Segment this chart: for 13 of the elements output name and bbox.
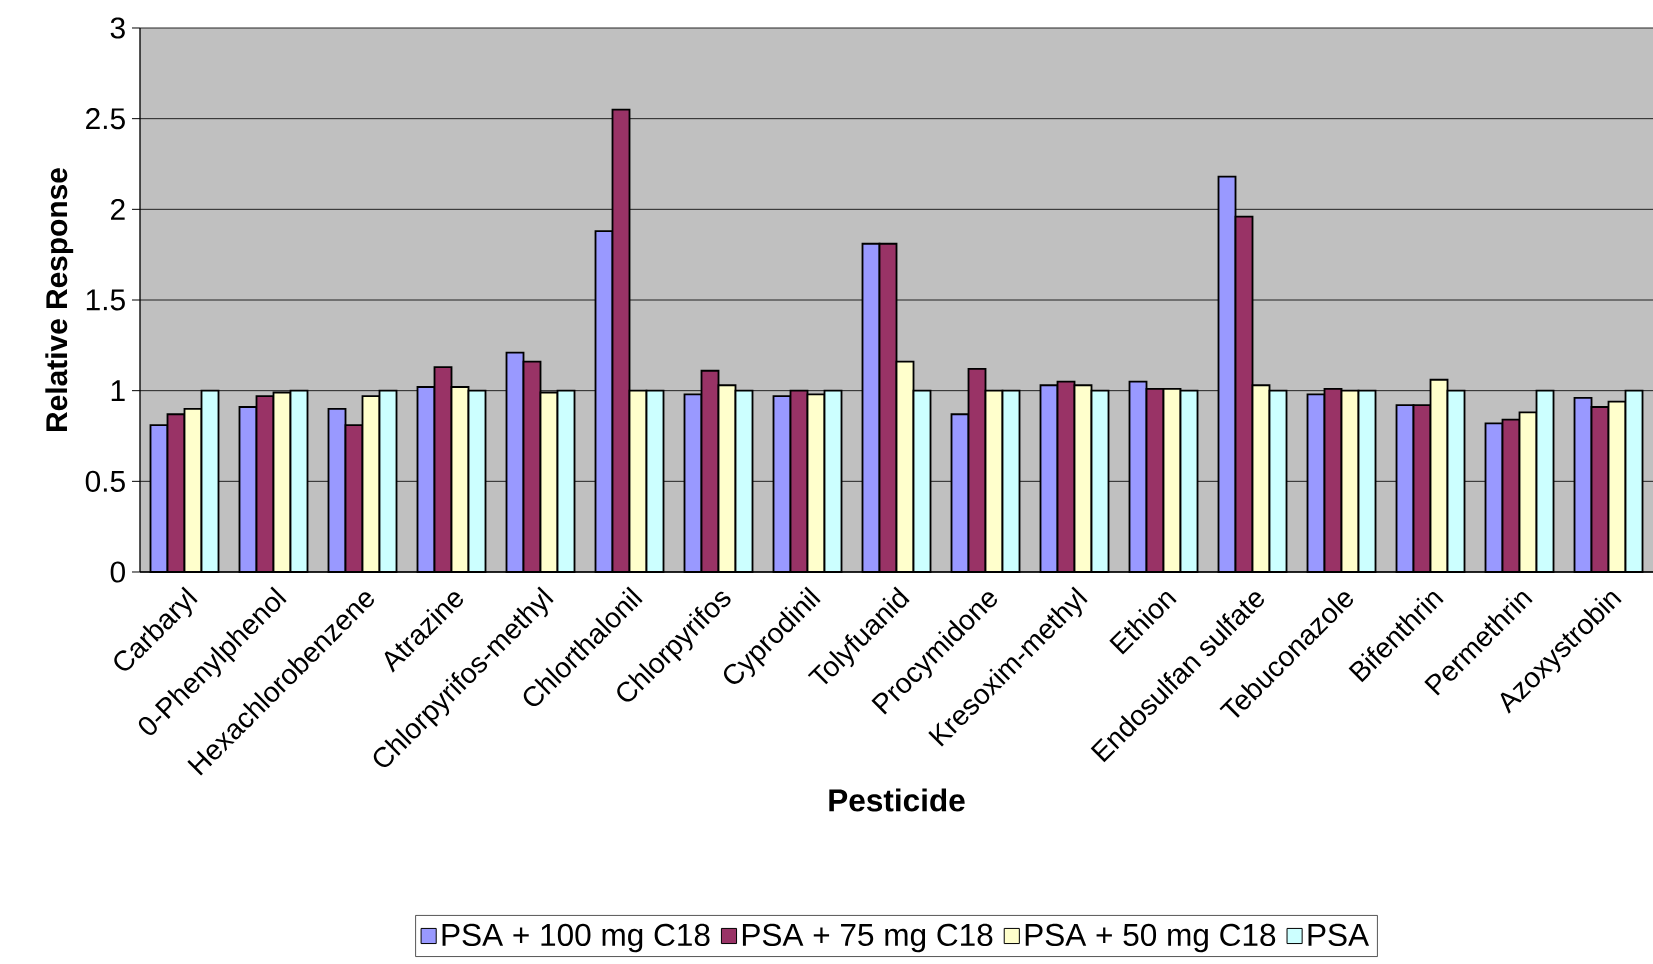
legend-label: PSA + 75 mg C18 [742,923,993,953]
y-tick-label: 0.5 [85,470,125,492]
x-axis-title: Pesticide [829,788,965,812]
y-tick-label: 2 [111,198,125,220]
legend-label: PSA + 100 mg C18 [442,923,710,953]
y-axis-title: Relative Response [45,168,74,431]
y-tick-label: 1 [111,380,125,401]
y-tick-label: 3 [110,17,125,39]
legend-label: PSA [1308,923,1370,947]
y-tick-label: 1.5 [86,289,125,311]
legend-label: PSA + 50 mg C18 [1025,923,1276,953]
y-tick-label: 0 [110,561,125,583]
y-tick-label: 2.5 [86,108,125,130]
